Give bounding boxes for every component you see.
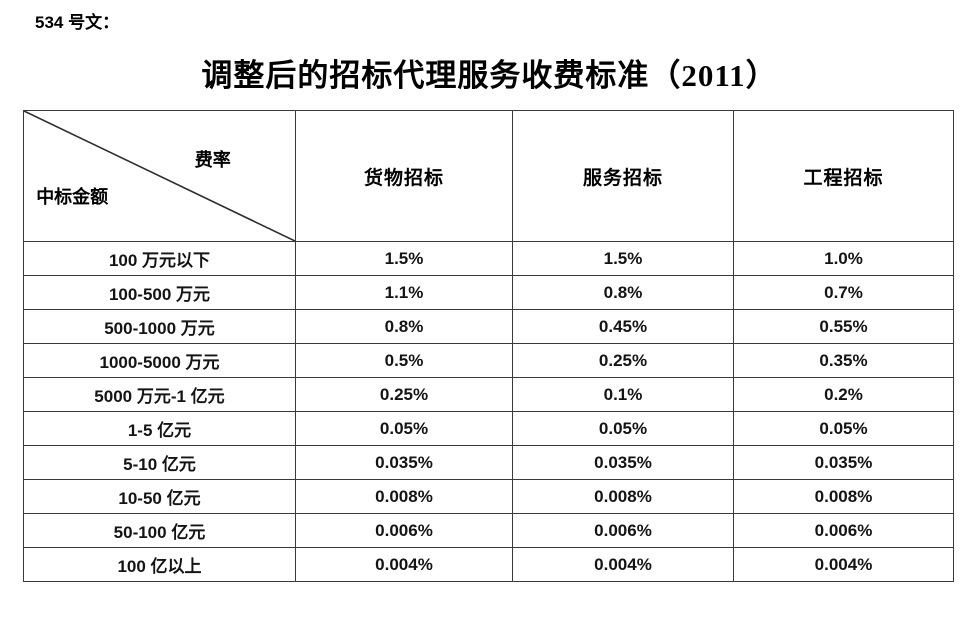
row-label: 1000-5000 万元 [23, 343, 296, 378]
rate-cell: 0.8% [295, 309, 513, 344]
rate-cell: 0.2% [733, 377, 954, 412]
rate-cell: 0.008% [733, 479, 954, 514]
rate-cell: 0.006% [733, 513, 954, 548]
table-row: 5-10 亿元 0.035% 0.035% 0.035% [23, 445, 954, 480]
table-row: 100 亿以上 0.004% 0.004% 0.004% [23, 547, 954, 582]
table-row: 1-5 亿元 0.05% 0.05% 0.05% [23, 411, 954, 446]
rate-cell: 0.004% [733, 547, 954, 582]
table-row: 100-500 万元 1.1% 0.8% 0.7% [23, 275, 954, 310]
fee-table: 费率 中标金额 货物招标 服务招标 工程招标 100 万元以下 1.5% 1.5… [23, 110, 954, 582]
rate-cell: 1.0% [733, 241, 954, 276]
rate-cell: 1.1% [295, 275, 513, 310]
table-row: 500-1000 万元 0.8% 0.45% 0.55% [23, 309, 954, 344]
table-header-row: 费率 中标金额 货物招标 服务招标 工程招标 [23, 110, 954, 242]
rate-cell: 0.7% [733, 275, 954, 310]
row-label: 1-5 亿元 [23, 411, 296, 446]
rate-cell: 0.35% [733, 343, 954, 378]
rate-cell: 0.035% [733, 445, 954, 480]
rate-cell: 0.8% [512, 275, 734, 310]
rate-cell: 0.035% [512, 445, 734, 480]
rate-cell: 0.004% [512, 547, 734, 582]
rate-cell: 0.05% [733, 411, 954, 446]
corner-label-amount: 中标金额 [36, 186, 109, 207]
rate-cell: 1.5% [295, 241, 513, 276]
table-row: 10-50 亿元 0.008% 0.008% 0.008% [23, 479, 954, 514]
rate-cell: 1.5% [512, 241, 734, 276]
row-label: 10-50 亿元 [23, 479, 296, 514]
rate-cell: 0.05% [512, 411, 734, 446]
row-label: 50-100 亿元 [23, 513, 296, 548]
rate-cell: 0.05% [295, 411, 513, 446]
table-row: 100 万元以下 1.5% 1.5% 1.0% [23, 241, 954, 276]
row-label: 5-10 亿元 [23, 445, 296, 480]
table-row: 50-100 亿元 0.006% 0.006% 0.006% [23, 513, 954, 548]
corner-cell: 费率 中标金额 [23, 110, 296, 242]
diagonal-line [24, 111, 295, 241]
row-label: 100-500 万元 [23, 275, 296, 310]
row-label: 100 亿以上 [23, 547, 296, 582]
rate-cell: 0.25% [295, 377, 513, 412]
row-label: 100 万元以下 [23, 241, 296, 276]
rate-cell: 0.008% [512, 479, 734, 514]
rate-cell: 0.5% [295, 343, 513, 378]
rate-cell: 0.006% [295, 513, 513, 548]
rate-cell: 0.25% [512, 343, 734, 378]
rate-cell: 0.55% [733, 309, 954, 344]
rate-cell: 0.035% [295, 445, 513, 480]
column-header-service: 服务招标 [512, 110, 734, 242]
column-header-goods: 货物招标 [295, 110, 513, 242]
row-label: 500-1000 万元 [23, 309, 296, 344]
corner-label-rate: 费率 [194, 150, 231, 171]
rate-cell: 0.004% [295, 547, 513, 582]
table-row: 5000 万元-1 亿元 0.25% 0.1% 0.2% [23, 377, 954, 412]
column-header-works: 工程招标 [733, 110, 954, 242]
table-row: 1000-5000 万元 0.5% 0.25% 0.35% [23, 343, 954, 378]
doc-ref: 534 号文： [35, 13, 120, 32]
page-title: 调整后的招标代理服务收费标准（2011） [201, 58, 778, 93]
rate-cell: 0.008% [295, 479, 513, 514]
rate-cell: 0.1% [512, 377, 734, 412]
row-label: 5000 万元-1 亿元 [23, 377, 296, 412]
rate-cell: 0.45% [512, 309, 734, 344]
rate-cell: 0.006% [512, 513, 734, 548]
